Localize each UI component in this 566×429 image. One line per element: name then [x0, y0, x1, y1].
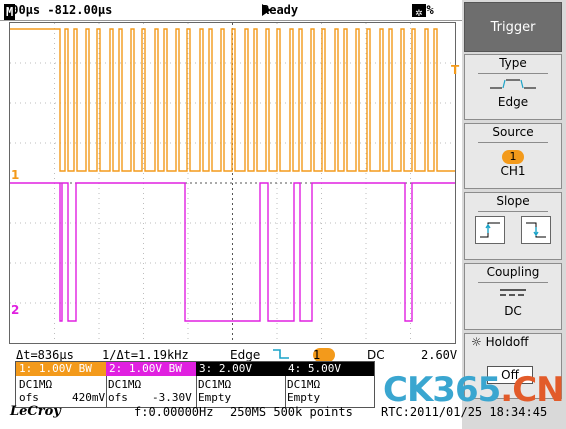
channel-1-header-label: 1: 1.00V BW: [19, 362, 92, 375]
state-label: Ready: [262, 3, 299, 17]
source-button[interactable]: Source 1 CH1: [464, 123, 562, 189]
channel-3-offset-label: Empty: [198, 391, 232, 404]
channel-4-header[interactable]: 4: 5.00V: [285, 362, 374, 376]
table-divider: [285, 376, 286, 407]
trigger-source-badge: 1: [313, 348, 335, 362]
source-badge: 1: [502, 150, 524, 164]
channel-3-header[interactable]: 3: 2.00V: [196, 362, 285, 376]
coupling-divider: [478, 282, 548, 283]
coupling-button[interactable]: Coupling DC: [464, 263, 562, 330]
edge-type-icon: [490, 79, 536, 89]
type-divider: [478, 73, 548, 74]
channel-2-offset: -3.30V: [152, 391, 192, 404]
waveform-display[interactable]: [9, 22, 456, 344]
frequency-readout: f:0.00000Hz: [134, 405, 214, 419]
holdoff-value[interactable]: Off: [487, 366, 533, 384]
channel-table: 1: 1.00V BW 2: 1.00V BW 3: 2.00V 4: 5.00…: [15, 361, 375, 408]
brand-logo: LeCroy: [10, 404, 61, 419]
channel-2-header[interactable]: 2: 1.00V BW: [106, 362, 196, 376]
slope-divider: [478, 211, 548, 212]
battery-indicator: ✲98%: [412, 2, 434, 19]
timebase-mode-box: M: [4, 4, 16, 20]
trigger-slope-icon: [272, 348, 290, 363]
trigger-title-label: Trigger: [490, 20, 536, 35]
watermark-logo: CK365.CN: [383, 370, 565, 410]
source-value: CH1: [500, 164, 526, 178]
channel-2-trace: [10, 182, 455, 322]
watermark-suffix: .CN: [500, 370, 564, 410]
holdoff-button[interactable]: ☼ Holdoff Off: [464, 333, 562, 399]
channel-3-header-label: 3: 2.00V: [199, 362, 252, 375]
channel-1-trace: [10, 28, 455, 172]
trigger-level-marker[interactable]: T: [451, 63, 460, 77]
dc-coupling-icon: [500, 289, 526, 296]
channel-4-coupling: DC1MΩ: [287, 378, 321, 391]
rtc-readout: RTC:2011/01/25 18:34:45: [381, 405, 548, 419]
watermark-main: CK365: [383, 370, 501, 410]
source-divider: [478, 142, 548, 143]
play-icon: [262, 4, 271, 16]
trigger-coupling-readout: DC: [367, 348, 385, 362]
channel-1-header[interactable]: 1: 1.00V BW: [16, 362, 106, 376]
type-label: Type: [499, 56, 527, 70]
timebase-readout[interactable]: M 200µs -812.00µs: [4, 2, 113, 20]
sample-rate-readout: 250MS 500k points: [230, 405, 353, 419]
footer-bar: LeCroy f:0.00000Hz 250MS 500k points RTC…: [0, 405, 566, 429]
slope-button[interactable]: Slope: [464, 192, 562, 260]
channel-4-offset-label: Empty: [287, 391, 321, 404]
acquisition-state[interactable]: Ready: [262, 2, 298, 18]
slope-label: Slope: [496, 194, 530, 208]
timebase-value: 200µs -812.00µs: [4, 3, 113, 17]
coupling-value: DC: [504, 304, 522, 318]
holdoff-label: Holdoff: [485, 335, 529, 349]
channel-3-coupling: DC1MΩ: [198, 378, 232, 391]
trigger-type-readout: Edge: [230, 348, 261, 362]
falling-edge-icon[interactable]: [520, 216, 551, 244]
table-divider: [106, 376, 107, 407]
channel-2-offset-label: ofs: [108, 391, 128, 404]
type-button[interactable]: Type Edge: [464, 54, 562, 120]
gear-icon: ✲: [412, 4, 426, 19]
channel-2-marker[interactable]: 2: [11, 303, 20, 317]
inverse-delta-t-readout: 1/Δt=1.19kHz: [102, 348, 189, 362]
coupling-label: Coupling: [486, 265, 540, 279]
trigger-level-readout: 2.60V: [421, 348, 458, 362]
channel-2-coupling: DC1MΩ: [108, 378, 142, 391]
type-value: Edge: [497, 95, 529, 109]
measurement-bar: Δt=836µs 1/Δt=1.19kHz Edge 1 DC 2.60V: [0, 348, 462, 362]
channel-1-coupling: DC1MΩ: [19, 378, 53, 391]
channel-2-header-label: 2: 1.00V BW: [109, 362, 182, 375]
channel-1-marker[interactable]: 1: [11, 168, 20, 182]
trigger-menu-title[interactable]: Trigger: [464, 2, 562, 52]
channel-1-offset-label: ofs: [19, 391, 39, 404]
delta-t-readout: Δt=836µs: [16, 348, 74, 362]
waveform-svg: [10, 23, 455, 343]
channel-4-header-label: 4: 5.00V: [288, 362, 341, 375]
rising-edge-icon[interactable]: [475, 216, 506, 244]
table-divider: [196, 376, 197, 407]
channel-1-offset: 420mV: [72, 391, 106, 404]
holdoff-gear-icon: ☼: [471, 335, 482, 349]
trigger-menu: Trigger Type Edge Source 1 CH1 Slope Cou…: [462, 0, 566, 429]
source-label: Source: [492, 125, 534, 139]
